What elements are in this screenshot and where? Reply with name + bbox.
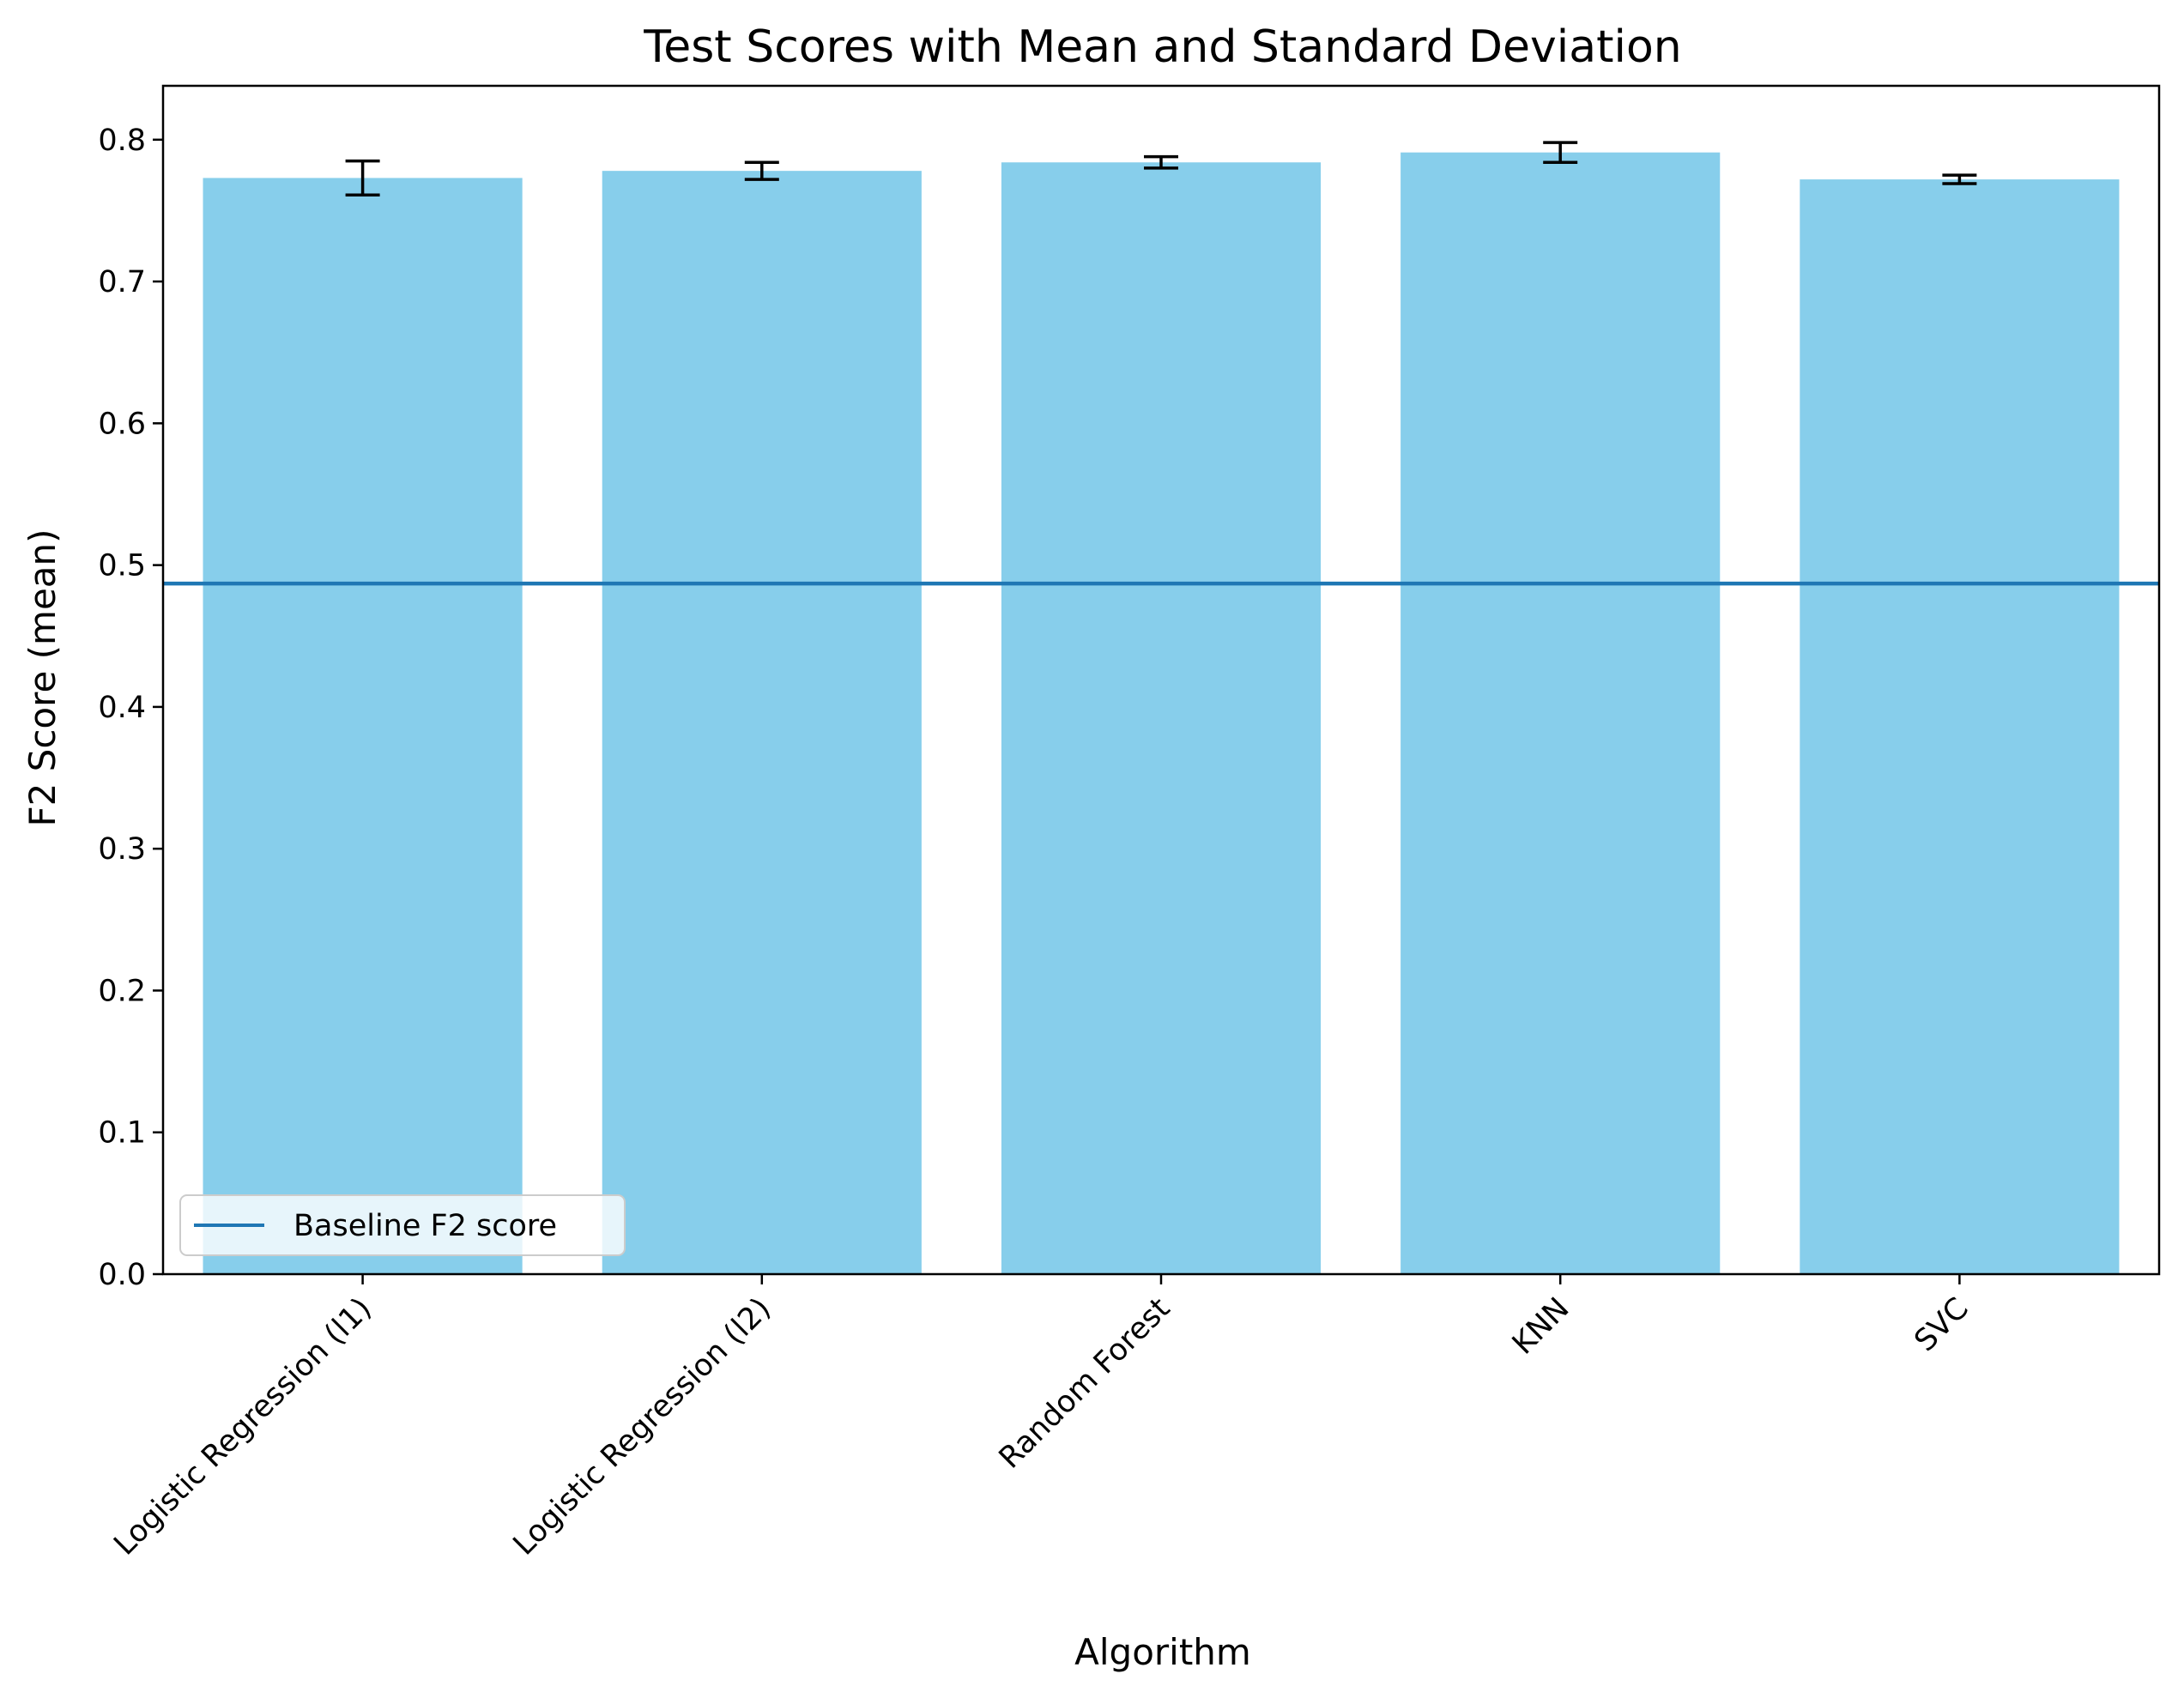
y-tick-label: 0.4 xyxy=(98,691,146,725)
bar xyxy=(602,171,922,1274)
bar xyxy=(1001,162,1322,1275)
chart-title: Test Scores with Mean and Standard Devia… xyxy=(643,21,1681,73)
y-tick-label: 0.1 xyxy=(98,1116,146,1151)
y-tick-label: 0.3 xyxy=(98,832,146,867)
x-tick-label: Random Forest xyxy=(993,1291,1177,1476)
plot-area: 0.0 0.1 0.2 0.3 0.4 0.5 0.6 0.7 0.8 Logistic Regr… xyxy=(98,84,2161,1562)
x-tick-label: Logistic Regression (l2) xyxy=(507,1291,777,1562)
x-axis-label: Algorithm xyxy=(1074,1631,1251,1673)
x-tick-label: SVC xyxy=(1909,1291,1975,1358)
y-tick-label: 0.6 xyxy=(98,407,146,441)
y-axis-label: F2 Score (mean) xyxy=(21,529,64,826)
bar xyxy=(203,178,523,1274)
legend-box xyxy=(179,1194,626,1256)
x-tick-label: KNN xyxy=(1506,1291,1576,1362)
y-tick-label: 0.8 xyxy=(98,124,146,158)
legend-label-baseline: Baseline F2 score xyxy=(293,1209,557,1243)
y-tick-label: 0.5 xyxy=(98,549,146,583)
y-tick-label: 0.7 xyxy=(98,265,146,299)
y-tick-label: 0.2 xyxy=(98,974,146,1008)
legend: Baseline F2 score xyxy=(179,1194,626,1256)
x-tick-label: Logistic Regression (l1) xyxy=(107,1291,378,1562)
bar xyxy=(1800,179,2120,1274)
y-tick-label: 0.0 xyxy=(98,1258,146,1292)
bar xyxy=(1401,152,1721,1275)
